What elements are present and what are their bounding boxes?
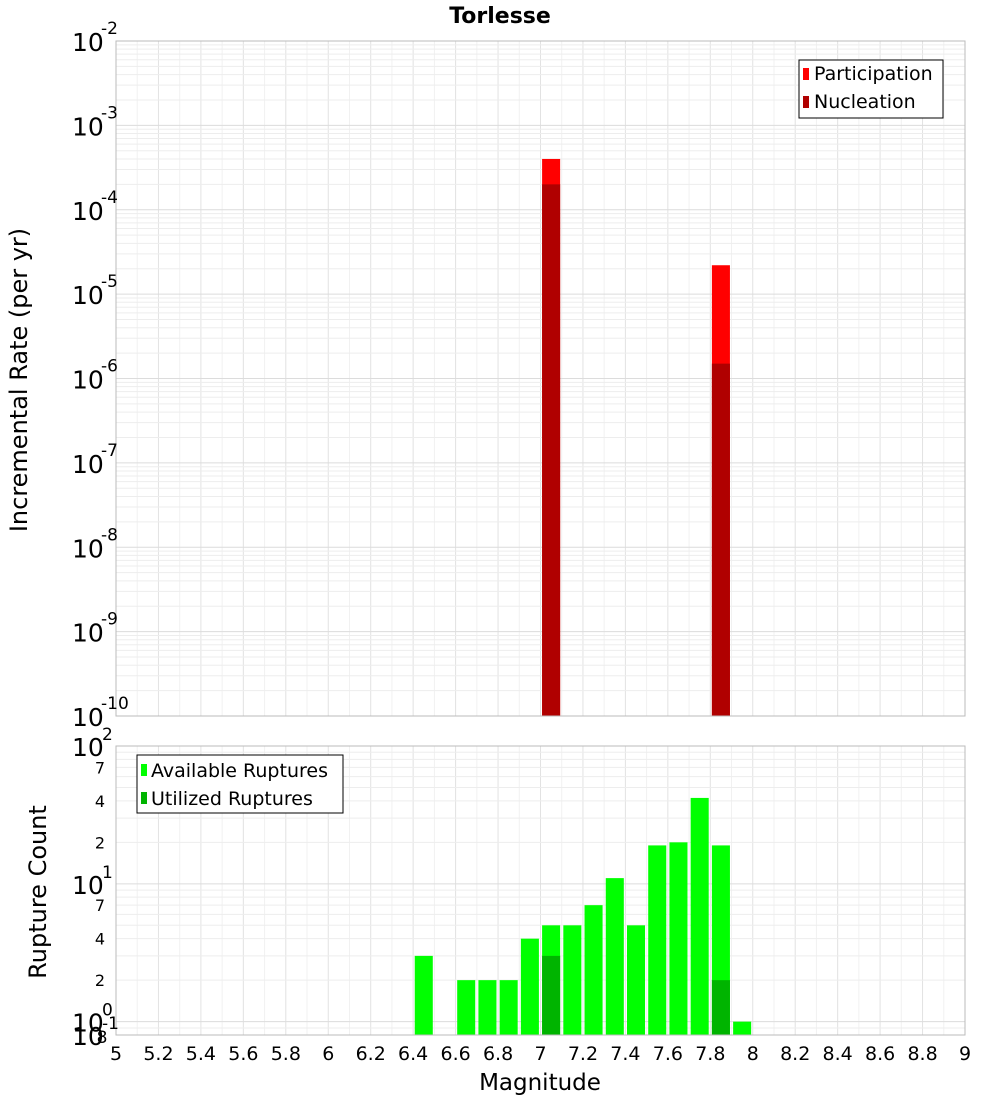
bottom-legend-box [136,754,344,814]
bottom-y-tick-base: 10 [72,871,104,900]
top-plot-border [115,40,966,717]
x-tick-label: 6.4 [398,1043,428,1065]
top-y-tick-base: 10 [72,366,104,395]
bottom-bar-s1 [690,797,709,1035]
top-y-tick-base: 10 [72,619,104,648]
legend-label-available: Available Ruptures [151,760,328,782]
top-y-tick-base: 10 [72,28,104,57]
legend-swatch-utilized [141,792,147,804]
x-tick-label: 5 [110,1043,122,1065]
bottom-y-axis-label: Rupture Count [24,805,52,979]
top-y-tick-base: 10 [72,281,104,310]
top-y-tick-base: 10 [72,534,104,563]
top-grid [115,40,966,717]
top-y-tick-exponent: -10 [101,694,129,714]
bottom-y-minor-tick: 4 [95,930,105,949]
top-bar-s2 [711,363,730,716]
bottom-y-tick-exponent: -1 [102,1014,119,1034]
bottom-bar-s2 [542,955,561,1035]
bottom-bar-s1 [626,925,646,1035]
bottom-y-minor-tick: 2 [95,971,105,990]
top-y-tick-base: 10 [72,703,104,732]
x-axis-label: Magnitude [479,1070,601,1096]
bottom-y-minor-tick: 4 [95,792,105,811]
x-tick-label: 8.6 [865,1043,895,1065]
x-tick-label: 7.8 [695,1043,725,1065]
x-tick-label: 7 [534,1043,546,1065]
top-bar-s2 [542,184,561,717]
x-tick-label: 5.2 [143,1043,173,1065]
x-tick-label: 9 [959,1043,971,1065]
legend-label-utilized: Utilized Ruptures [151,788,313,810]
bottom-legend: Available Ruptures Utilized Ruptures [136,754,344,814]
bottom-bar-s1 [605,878,624,1035]
legend-label-participation: Participation [814,63,933,85]
legend-swatch-nucleation [803,96,809,108]
top-y-tick-exponent: -8 [101,525,118,545]
top-legend: Participation Nucleation [798,59,944,119]
top-y-tick-base: 10 [72,450,104,479]
bottom-bar-s2 [711,980,730,1035]
bottom-y-minor-tick: 8 [97,1028,108,1048]
bottom-bar-s1 [457,980,476,1035]
legend-swatch-available [141,764,147,776]
bottom-y-tick-base: 10 [72,1009,104,1038]
bottom-plot-border [115,745,966,1036]
x-tick-label: 6.2 [356,1043,386,1065]
bottom-bars [414,797,752,1035]
x-tick-label: 5.6 [228,1043,258,1065]
bottom-y-minor-tick: 2 [95,833,105,852]
top-y-tick-exponent: -6 [101,357,118,377]
x-tick-label: 8.2 [780,1043,810,1065]
x-tick-label: 5.4 [186,1043,216,1065]
bottom-y-tick-exponent: 2 [102,725,113,745]
x-tick-label: 6.8 [483,1043,513,1065]
chart-title: Torlesse [449,4,551,29]
bottom-y-tick-base: 10 [72,733,104,762]
bottom-bar-s1 [563,925,582,1035]
x-tick-label: 8.8 [907,1043,937,1065]
bottom-bar-s1 [414,955,433,1035]
x-ticks: 5 5.2 5.4 5.6 5.8 6 6.2 6.4 6.6 6.8 7 7.2 7.4 7.6 7.8 8… [110,1043,971,1065]
top-y-tick-exponent: -5 [101,272,118,292]
top-y-tick-base: 10 [72,197,104,226]
x-tick-label: 6 [322,1043,334,1065]
bottom-bar-s1 [499,980,518,1035]
bottom-bar-s1 [669,842,688,1035]
bottom-y-tick-exponent: 1 [102,863,113,883]
bottom-bar-s1 [733,1021,752,1035]
bottom-bar-s1 [584,905,603,1035]
legend-label-nucleation: Nucleation [814,91,916,113]
top-y-tick-exponent: -9 [101,610,118,630]
bottom-grid [115,745,966,1036]
x-tick-label: 7.4 [610,1043,640,1065]
top-y-axis-label: Incremental Rate (per yr) [5,228,33,532]
top-y-tick-base: 10 [72,112,104,141]
top-y-tick-exponent: -7 [101,441,118,461]
top-y-tick-exponent: -2 [101,19,118,39]
top-bars [542,158,730,717]
x-tick-label: 8 [747,1043,759,1065]
bottom-y-tick-exponent: 0 [102,1001,113,1021]
x-tick-label: 7.6 [653,1043,683,1065]
top-y-tick-exponent: -3 [101,103,118,123]
x-tick-label: 6.6 [440,1043,470,1065]
x-tick-label: 7.2 [568,1043,598,1065]
bottom-bar-s1 [478,980,497,1035]
top-legend-box [798,59,944,119]
bottom-y-minor-tick: 7 [95,758,105,777]
bottom-y-minor-tick: 7 [95,896,105,915]
top-y-tick-exponent: -4 [101,188,118,208]
x-tick-label: 8.4 [823,1043,853,1065]
x-tick-label: 5.8 [271,1043,301,1065]
bottom-bar-s1 [648,845,667,1035]
bottom-bar-s1 [520,938,539,1035]
legend-swatch-participation [803,68,809,80]
bottom-y-tick-base: 10 [72,1022,104,1051]
